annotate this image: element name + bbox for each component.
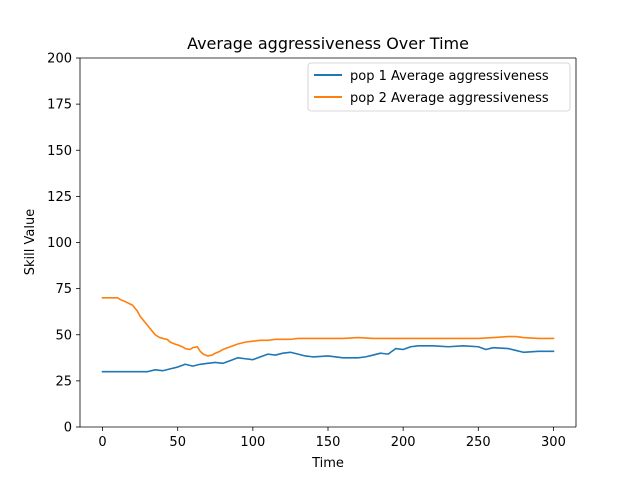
y-tick-label: 0	[64, 421, 72, 436]
legend-box	[307, 62, 571, 112]
legend-label-pop2: pop 2 Average aggressiveness	[350, 91, 549, 106]
x-tick-label: 150	[316, 435, 341, 450]
series-line-pop1	[101, 345, 555, 373]
y-tick-label: 125	[47, 190, 72, 205]
x-tick-label: 0	[98, 435, 106, 450]
y-tick-label: 50	[55, 328, 72, 343]
y-tick-label: 150	[47, 144, 72, 159]
x-axis-label: Time	[311, 456, 344, 471]
x-tick-label: 250	[466, 435, 491, 450]
chart-title: Average aggressiveness Over Time	[187, 34, 469, 53]
legend: pop 1 Average aggressiveness pop 2 Avera…	[307, 62, 571, 112]
y-axis-label: Skill Value	[23, 209, 38, 275]
x-tick-label: 200	[391, 435, 416, 450]
legend-label-pop1: pop 1 Average aggressiveness	[350, 69, 549, 84]
y-tick-label: 200	[47, 52, 72, 67]
x-tick-label: 50	[169, 435, 186, 450]
series-line-pop2	[101, 297, 555, 357]
y-axis-ticks: 0 25 50 75 100 125 150 175 200	[47, 52, 80, 436]
y-tick-label: 175	[47, 98, 72, 113]
series-layer	[101, 297, 555, 373]
x-tick-label: 300	[541, 435, 566, 450]
y-tick-label: 100	[47, 236, 72, 251]
y-tick-label: 75	[55, 282, 72, 297]
x-axis-ticks: 0 50 100 150 200 250 300	[98, 427, 566, 450]
y-tick-label: 25	[55, 374, 72, 389]
x-tick-label: 100	[240, 435, 265, 450]
plot-area	[80, 58, 576, 427]
